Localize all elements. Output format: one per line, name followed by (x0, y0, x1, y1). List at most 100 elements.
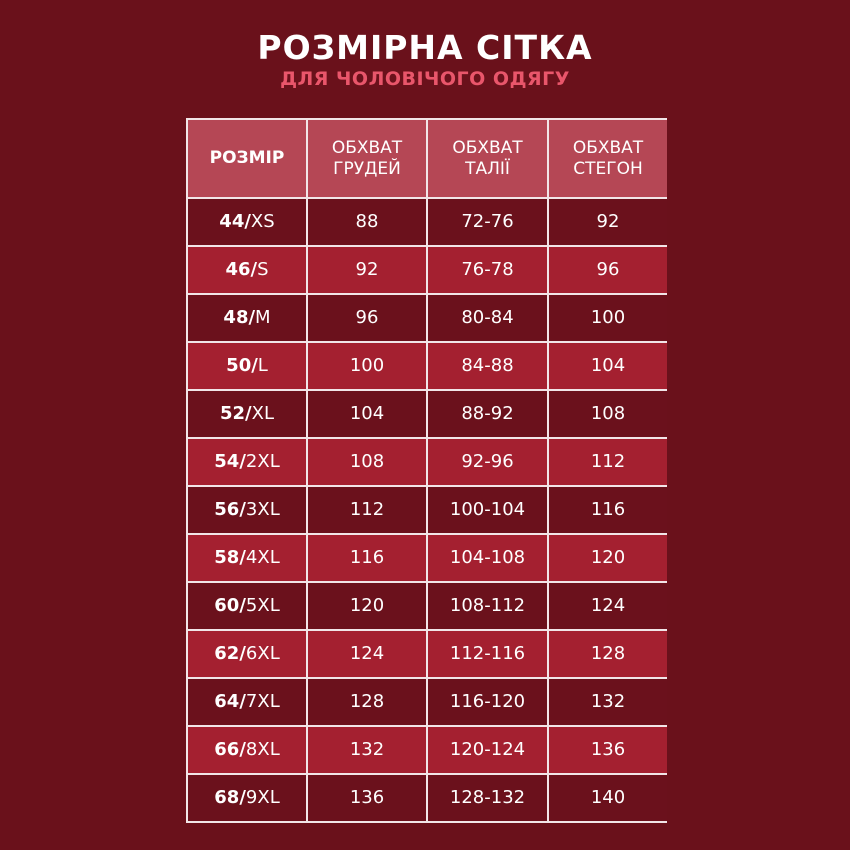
table-row: 60/5XL 120 108-112 124 (188, 583, 667, 629)
table-row: 46/S 92 76-78 96 (188, 247, 667, 293)
table-row: 64/7XL 128 116-120 132 (188, 679, 667, 725)
size-cell: 44/XS (188, 199, 306, 245)
waist-cell: 80-84 (428, 295, 547, 341)
size-number: 52/ (220, 403, 252, 425)
size-number: 66/ (214, 739, 246, 761)
size-cell: 46/S (188, 247, 306, 293)
size-number: 54/ (214, 451, 246, 473)
size-cell: 50/L (188, 343, 306, 389)
size-cell: 62/6XL (188, 631, 306, 677)
size-cell: 66/8XL (188, 727, 306, 773)
hips-cell: 120 (549, 535, 667, 581)
hips-cell: 116 (549, 487, 667, 533)
size-cell: 54/2XL (188, 439, 306, 485)
size-number: 56/ (214, 499, 246, 521)
table-body: 44/XS 88 72-76 92 46/S 92 76-78 96 48/M 96 80-84 10… (188, 199, 667, 821)
table-row: 48/M 96 80-84 100 (188, 295, 667, 341)
hips-cell: 96 (549, 247, 667, 293)
page-title: РОЗМІРНА СІТКА (257, 28, 593, 67)
chest-cell: 132 (308, 727, 426, 773)
chest-cell: 88 (308, 199, 426, 245)
chest-cell: 92 (308, 247, 426, 293)
hips-cell: 132 (549, 679, 667, 725)
size-letter: 8XL (245, 739, 280, 761)
table-row: 50/L 100 84-88 104 (188, 343, 667, 389)
table-row: 54/2XL 108 92-96 112 (188, 439, 667, 485)
size-number: 60/ (214, 595, 246, 617)
size-number: 44/ (219, 211, 251, 233)
waist-cell: 104-108 (428, 535, 547, 581)
table-row: 66/8XL 132 120-124 136 (188, 727, 667, 773)
size-letter: 7XL (245, 691, 280, 713)
table-row: 56/3XL 112 100-104 116 (188, 487, 667, 533)
page-subtitle: ДЛЯ ЧОЛОВІЧОГО ОДЯГУ (280, 68, 570, 90)
waist-cell: 84-88 (428, 343, 547, 389)
chest-cell: 120 (308, 583, 426, 629)
header-hips: ОБХВАТ СТЕГОН (549, 120, 667, 197)
size-letter: 5XL (245, 595, 280, 617)
table-row: 68/9XL 136 128-132 140 (188, 775, 667, 821)
chest-cell: 116 (308, 535, 426, 581)
size-table: РОЗМІР ОБХВАТ ГРУДЕЙ ОБХВАТ ТАЛІЇ ОБХВАТ… (186, 118, 667, 823)
waist-cell: 112-116 (428, 631, 547, 677)
size-letter: 3XL (245, 499, 280, 521)
chest-cell: 128 (308, 679, 426, 725)
header-chest: ОБХВАТ ГРУДЕЙ (308, 120, 426, 197)
waist-cell: 92-96 (428, 439, 547, 485)
waist-cell: 108-112 (428, 583, 547, 629)
size-number: 48/ (223, 307, 256, 329)
size-letter: 6XL (245, 643, 280, 665)
hips-cell: 108 (549, 391, 667, 437)
size-number: 68/ (214, 787, 246, 809)
waist-cell: 120-124 (428, 727, 547, 773)
chest-cell: 136 (308, 775, 426, 821)
size-cell: 68/9XL (188, 775, 306, 821)
size-cell: 48/M (188, 295, 306, 341)
waist-cell: 116-120 (428, 679, 547, 725)
hips-cell: 136 (549, 727, 667, 773)
table-header: РОЗМІР ОБХВАТ ГРУДЕЙ ОБХВАТ ТАЛІЇ ОБХВАТ… (188, 120, 667, 197)
table-row: 52/XL 104 88-92 108 (188, 391, 667, 437)
waist-cell: 100-104 (428, 487, 547, 533)
size-number: 46/ (225, 259, 258, 281)
size-cell: 56/3XL (188, 487, 306, 533)
size-letter: 2XL (245, 451, 280, 473)
chest-cell: 104 (308, 391, 426, 437)
size-letter: 9XL (245, 787, 280, 809)
waist-cell: 128-132 (428, 775, 547, 821)
hips-cell: 112 (549, 439, 667, 485)
chest-cell: 96 (308, 295, 426, 341)
size-cell: 64/7XL (188, 679, 306, 725)
table-row: 62/6XL 124 112-116 128 (188, 631, 667, 677)
table-row: 58/4XL 116 104-108 120 (188, 533, 667, 581)
size-number: 50/ (226, 355, 258, 377)
header-waist: ОБХВАТ ТАЛІЇ (428, 120, 547, 197)
size-number: 64/ (214, 691, 246, 713)
hips-cell: 140 (549, 775, 667, 821)
chest-cell: 112 (308, 487, 426, 533)
size-letter: M (255, 307, 271, 329)
size-letter: XL (251, 403, 274, 425)
size-number: 62/ (214, 643, 246, 665)
chest-cell: 124 (308, 631, 426, 677)
hips-cell: 104 (549, 343, 667, 389)
size-cell: 52/XL (188, 391, 306, 437)
hips-cell: 128 (549, 631, 667, 677)
waist-cell: 76-78 (428, 247, 547, 293)
size-letter: L (257, 355, 268, 377)
header-size: РОЗМІР (188, 120, 306, 197)
waist-cell: 72-76 (428, 199, 547, 245)
table-row: 44/XS 88 72-76 92 (188, 199, 667, 245)
hips-cell: 92 (549, 199, 667, 245)
size-letter: 4XL (245, 547, 280, 569)
hips-cell: 100 (549, 295, 667, 341)
chest-cell: 100 (308, 343, 426, 389)
size-number: 58/ (214, 547, 246, 569)
hips-cell: 124 (549, 583, 667, 629)
size-letter: S (257, 259, 269, 281)
size-cell: 60/5XL (188, 583, 306, 629)
chest-cell: 108 (308, 439, 426, 485)
size-letter: XS (250, 211, 275, 233)
size-cell: 58/4XL (188, 535, 306, 581)
waist-cell: 88-92 (428, 391, 547, 437)
